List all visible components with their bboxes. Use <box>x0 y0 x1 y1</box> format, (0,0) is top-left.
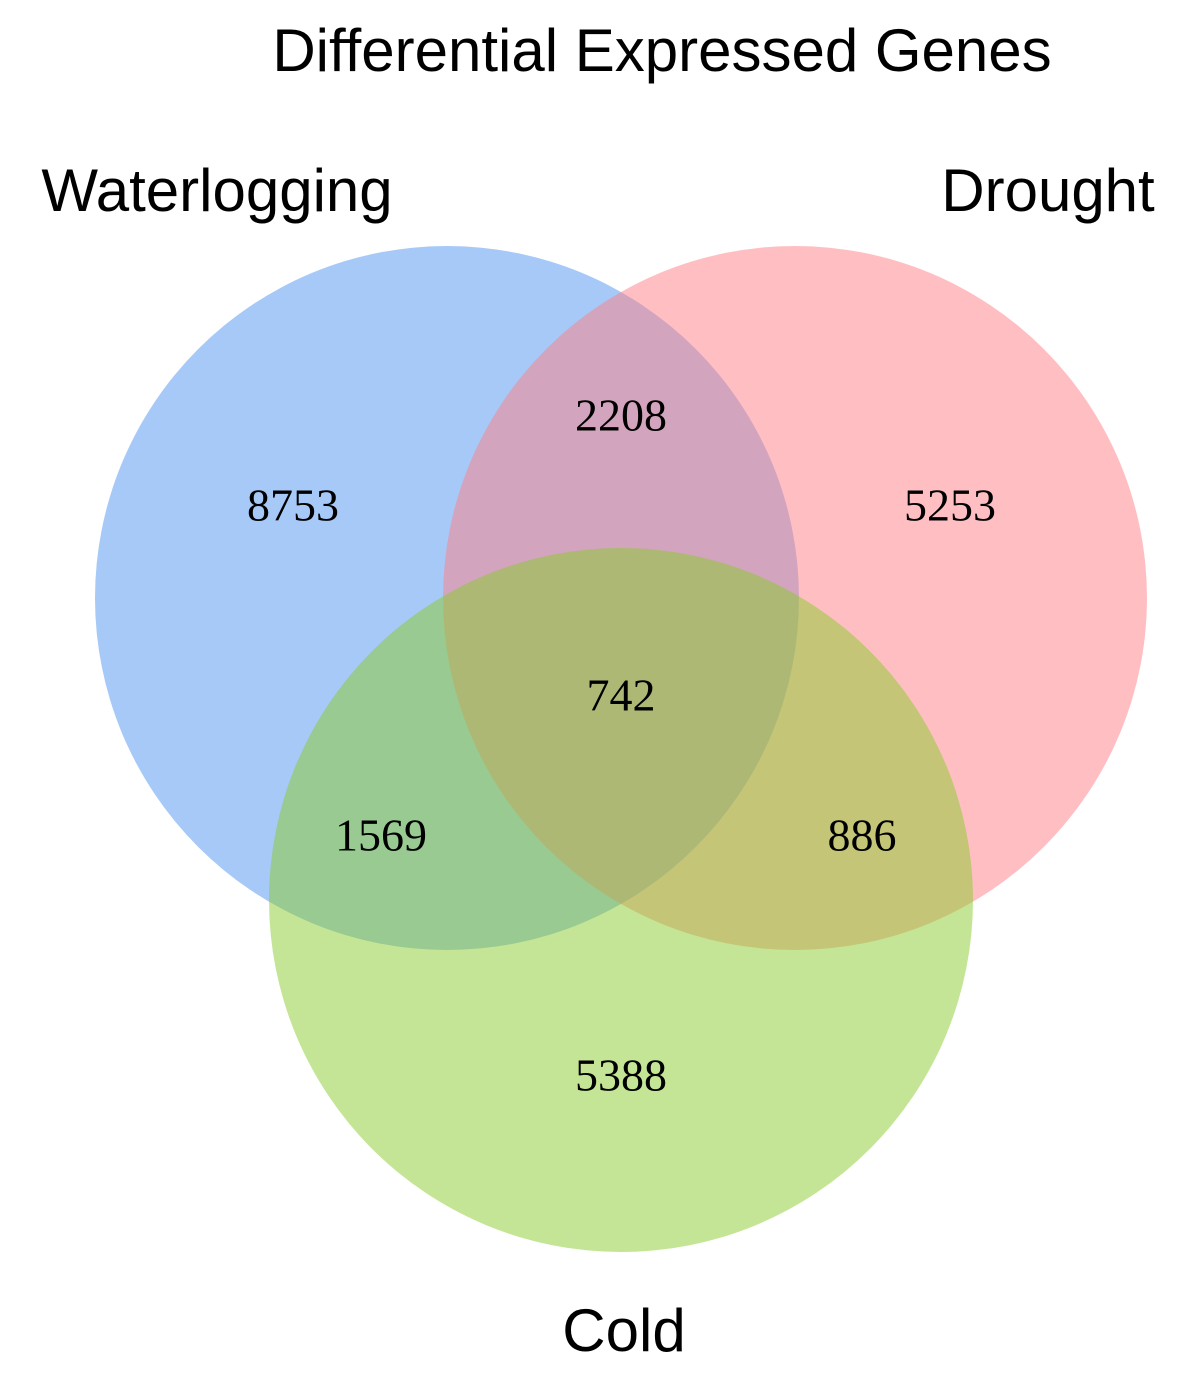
region-count: 742 <box>587 670 656 721</box>
set-label: Cold <box>562 1297 685 1364</box>
region-count: 1569 <box>335 810 427 861</box>
region-count: 8753 <box>247 480 339 531</box>
region-count: 5388 <box>575 1050 667 1101</box>
region-count: 2208 <box>575 390 667 441</box>
set-circle <box>269 548 973 1252</box>
region-count: 5253 <box>904 480 996 531</box>
chart-title: Differential Expressed Genes <box>272 17 1051 84</box>
region-count: 886 <box>828 810 897 861</box>
set-label: Waterlogging <box>41 157 392 224</box>
set-label: Drought <box>941 157 1155 224</box>
